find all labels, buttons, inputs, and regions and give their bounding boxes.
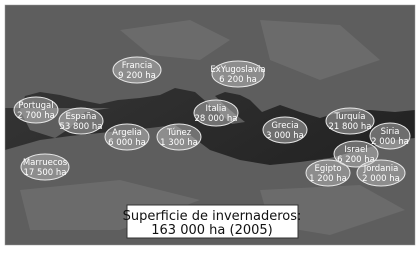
region-name: Turquía — [334, 112, 366, 122]
region-bubble — [58, 107, 104, 135]
region-name: Israel — [344, 145, 367, 155]
region-area: 1 300 ha — [160, 138, 198, 148]
caption-box — [126, 204, 299, 239]
region-name: Marruecos — [23, 158, 68, 168]
region-area: 2 700 ha — [17, 111, 55, 121]
caption-line-1: Superficie de invernaderos: — [123, 209, 302, 224]
region-area: 2 000 ha — [362, 174, 400, 184]
region-bubble — [211, 60, 265, 88]
region-name: ExYugoslavia — [210, 65, 265, 75]
region-bubble — [104, 123, 150, 151]
region-name: Siria — [381, 127, 400, 137]
map-frame — [4, 4, 416, 246]
region-name: Túnez — [166, 128, 192, 138]
region-name: Jordania — [363, 164, 399, 174]
region-area: 1 200 ha — [309, 174, 347, 184]
region-area: 6 200 ha — [219, 75, 257, 85]
region-area: 6 200 ha — [337, 155, 375, 165]
region-name: Portugal — [18, 101, 53, 111]
region-bubble — [356, 159, 406, 187]
region-bubble — [13, 96, 59, 124]
region-bubble — [156, 123, 202, 151]
region-name: España — [66, 112, 97, 122]
region-name: Italia — [206, 104, 227, 114]
region-bubble — [262, 116, 308, 144]
region-name: Argelia — [112, 128, 142, 138]
caption-line-2: 163 000 ha (2005) — [151, 223, 272, 238]
region-name: Francia — [122, 61, 153, 71]
region-area: 9 200 ha — [118, 71, 156, 81]
region-area: 6 000 ha — [108, 138, 146, 148]
region-bubble — [305, 159, 351, 187]
region-area: 17 500 ha — [23, 168, 66, 178]
region-bubble — [325, 107, 375, 135]
region-area: 53 800 ha — [59, 122, 102, 132]
region-bubble — [20, 153, 70, 181]
region-name: Grecia — [271, 121, 298, 131]
region-area: 2 000 ha — [371, 137, 409, 147]
region-area: 28 000 ha — [194, 114, 237, 124]
region-bubble — [112, 56, 162, 84]
region-bubble — [193, 99, 239, 127]
region-bubble — [369, 122, 411, 150]
region-bubble — [333, 140, 379, 168]
region-area: 21 800 ha — [328, 122, 371, 132]
region-name: Egipto — [314, 164, 341, 174]
region-area: 3 000 ha — [266, 131, 304, 141]
